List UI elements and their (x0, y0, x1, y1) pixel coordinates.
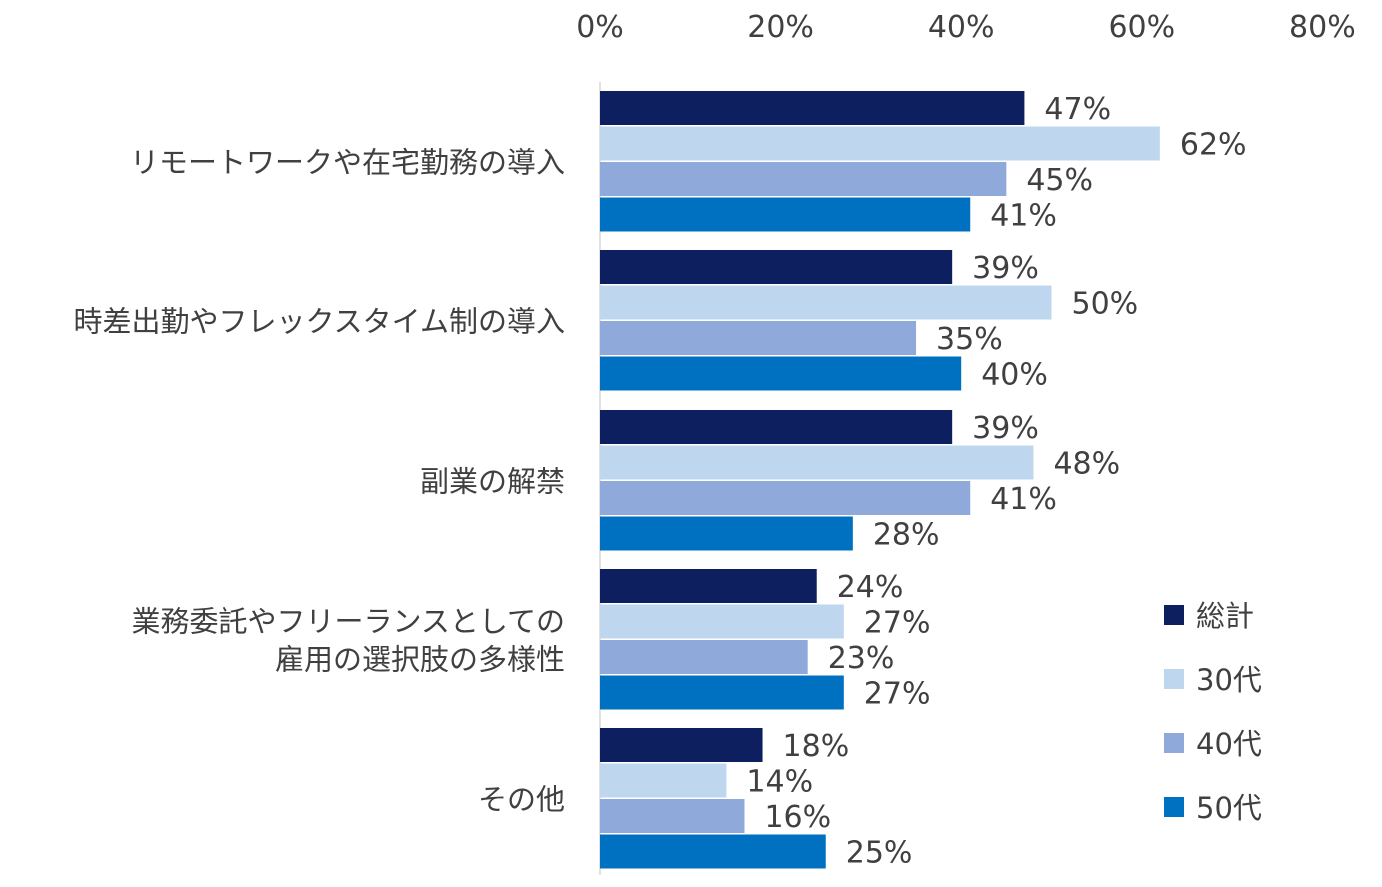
data-label: 35% (936, 322, 1003, 357)
bar (600, 569, 817, 603)
bar (600, 640, 808, 674)
bar (600, 197, 971, 232)
data-label: 28% (873, 518, 940, 553)
data-label: 50% (1072, 287, 1139, 322)
bar (600, 91, 1025, 125)
legend-swatch (1164, 733, 1184, 753)
bar (600, 356, 962, 391)
bar (600, 604, 844, 639)
bar (600, 763, 727, 798)
category-label: 雇用の選択肢の多様性 (275, 642, 565, 676)
bar (600, 728, 763, 762)
bar (600, 445, 1034, 480)
category-label: その他 (478, 782, 565, 816)
data-label: 16% (764, 800, 831, 835)
category-label: リモートワークや在宅勤務の導入 (130, 145, 565, 179)
bar (600, 410, 953, 444)
bar (600, 481, 971, 515)
legend-label: 40代 (1196, 727, 1262, 761)
data-label: 40% (981, 358, 1048, 393)
bar (600, 250, 953, 284)
bar (600, 126, 1160, 161)
legend-swatch (1164, 797, 1184, 817)
data-label: 27% (864, 677, 931, 712)
bar (600, 516, 853, 551)
legend-label: 30代 (1196, 663, 1262, 697)
bar (600, 321, 917, 355)
data-label: 39% (972, 251, 1039, 286)
x-tick-label: 40% (928, 10, 995, 45)
legend-swatch (1164, 605, 1184, 625)
bar (600, 675, 844, 710)
x-tick-label: 20% (747, 10, 814, 45)
category-label: 業務委託やフリーランスとしての (131, 604, 565, 638)
data-label: 39% (972, 411, 1039, 446)
data-label: 45% (1026, 163, 1093, 198)
data-label: 25% (846, 836, 913, 871)
legend-swatch (1164, 669, 1184, 689)
data-label: 48% (1053, 447, 1120, 482)
legend-label: 総計 (1196, 599, 1254, 633)
data-label: 27% (864, 606, 931, 641)
data-label: 18% (783, 729, 850, 764)
bar (600, 799, 745, 833)
x-tick-label: 60% (1108, 10, 1175, 45)
data-label: 23% (828, 641, 895, 676)
x-tick-label: 0% (576, 10, 624, 45)
data-label: 24% (837, 570, 904, 605)
data-label: 41% (990, 482, 1057, 517)
category-label: 時差出勤やフレックスタイム制の導入 (73, 304, 565, 338)
data-label: 14% (746, 765, 813, 800)
x-tick-label: 80% (1289, 10, 1356, 45)
category-label: 副業の解禁 (420, 464, 565, 498)
bar (600, 285, 1052, 320)
bar (600, 834, 826, 869)
legend-label: 50代 (1196, 791, 1262, 825)
data-label: 62% (1180, 128, 1247, 163)
data-label: 41% (990, 199, 1057, 234)
bar (600, 162, 1007, 196)
data-label: 47% (1044, 92, 1111, 127)
